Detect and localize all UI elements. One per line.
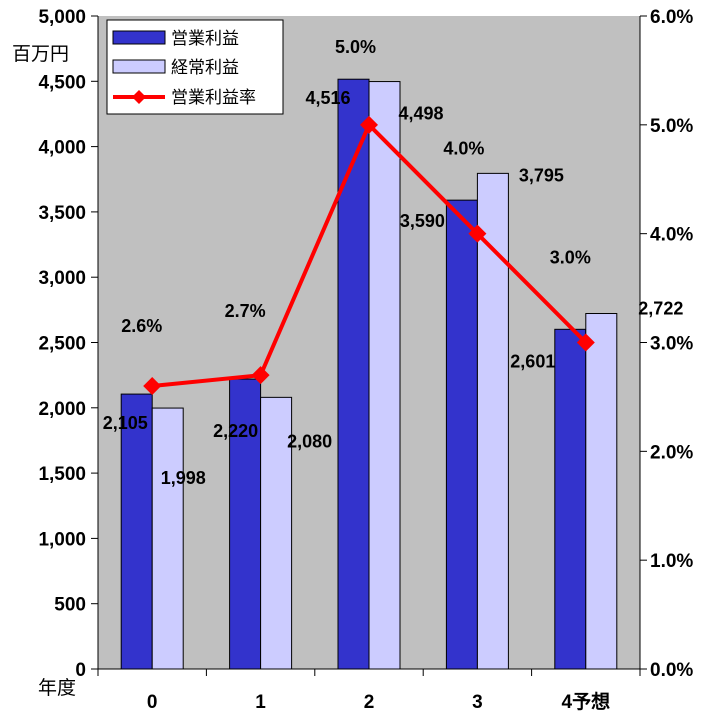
marker-operating-margin-1 bbox=[251, 366, 270, 385]
x-tick-label-4: 4予想 bbox=[562, 690, 611, 713]
data-label-ordinary-profit-3: 3,795 bbox=[519, 165, 564, 185]
bar-operating-profit-0 bbox=[120, 393, 153, 670]
data-label-operating-profit-2: 4,516 bbox=[306, 88, 351, 108]
x-tick-label-0: 0 bbox=[147, 692, 158, 713]
legend-swatch-operating-profit bbox=[112, 30, 166, 45]
left-tick-label-10: 5,000 bbox=[38, 7, 86, 28]
left-tick-label-5: 2,500 bbox=[38, 334, 86, 355]
marker-operating-margin-0 bbox=[143, 377, 162, 396]
left-tick-label-0: 0 bbox=[75, 660, 86, 681]
legend-label-ordinary-profit: 経常利益 bbox=[171, 58, 239, 78]
x-tick-label-1: 1 bbox=[255, 692, 266, 713]
data-label-ordinary-profit-1: 2,080 bbox=[287, 431, 332, 451]
legend: 営業利益 経常利益 営業利益率 bbox=[106, 19, 284, 115]
legend-marker-margin bbox=[132, 90, 146, 104]
data-label-operating-profit-4: 2,601 bbox=[510, 351, 555, 371]
right-tick-label-0: 0.0% bbox=[650, 660, 693, 681]
left-tick-label-4: 2,000 bbox=[38, 399, 86, 420]
data-label-operating-margin-1: 2.7% bbox=[225, 301, 266, 321]
data-label-operating-profit-1: 2,220 bbox=[213, 421, 258, 441]
bars-layer bbox=[120, 78, 618, 670]
right-tick-label-5: 5.0% bbox=[650, 116, 693, 137]
data-label-operating-margin-2: 5.0% bbox=[335, 37, 376, 57]
right-tick-label-2: 2.0% bbox=[650, 442, 693, 463]
axes-layer: 0 500 1,000 1,500 2,000 2,500 3,000 3,500 4,000 4… bbox=[38, 7, 693, 713]
marker-operating-margin-3 bbox=[468, 224, 487, 243]
right-tick-label-6: 6.0% bbox=[650, 7, 693, 28]
data-label-operating-margin-0: 2.6% bbox=[121, 316, 162, 336]
bar-operating-profit-1 bbox=[229, 378, 262, 670]
marker-operating-margin-2 bbox=[360, 115, 378, 134]
x-tick-label-3: 3 bbox=[472, 692, 483, 713]
line-layer bbox=[143, 115, 595, 396]
right-tick-label-1: 1.0% bbox=[650, 551, 693, 572]
data-label-operating-margin-4: 3.0% bbox=[550, 248, 591, 268]
left-tick-label-6: 3,000 bbox=[38, 268, 86, 289]
data-label-ordinary-profit-2: 4,498 bbox=[399, 104, 444, 124]
data-labels-layer: 2,105 1,998 2.6% 2,220 2,080 2.7% 4,516 4,498 5.… bbox=[103, 37, 684, 488]
legend-label-operating-profit: 営業利益 bbox=[171, 29, 239, 49]
left-tick-label-9: 4,500 bbox=[38, 72, 86, 93]
legend-swatch-ordinary-profit bbox=[112, 59, 166, 74]
bar-operating-profit-2 bbox=[337, 78, 370, 670]
x-axis-label: 年度 bbox=[38, 677, 76, 699]
left-tick-label-3: 1,500 bbox=[38, 464, 86, 485]
data-label-ordinary-profit-4: 2,722 bbox=[638, 299, 683, 319]
x-tick-label-2: 2 bbox=[364, 692, 375, 713]
left-tick-label-8: 4,000 bbox=[38, 138, 86, 159]
bar-ordinary-profit-4 bbox=[585, 313, 618, 670]
left-tick-label-1: 500 bbox=[54, 595, 86, 616]
right-tick-label-4: 4.0% bbox=[650, 225, 693, 246]
data-label-operating-profit-0: 2,105 bbox=[103, 413, 148, 433]
bar-ordinary-profit-2 bbox=[368, 81, 401, 670]
data-label-operating-margin-3: 4.0% bbox=[443, 139, 484, 159]
left-tick-label-2: 1,000 bbox=[38, 529, 86, 550]
left-axis-unit: 百万円 bbox=[12, 43, 69, 65]
bar-ordinary-profit-0 bbox=[151, 407, 184, 670]
legend-label-margin: 営業利益率 bbox=[171, 88, 256, 108]
bar-ordinary-profit-3 bbox=[476, 172, 509, 670]
data-label-ordinary-profit-0: 1,998 bbox=[161, 468, 206, 488]
data-label-operating-profit-3: 3,590 bbox=[400, 211, 445, 231]
right-tick-label-3: 3.0% bbox=[650, 334, 693, 355]
bar-operating-profit-4 bbox=[554, 328, 587, 670]
left-tick-label-7: 3,500 bbox=[38, 203, 86, 224]
marker-operating-margin-4 bbox=[576, 333, 595, 352]
bar-operating-profit-3 bbox=[445, 199, 478, 670]
